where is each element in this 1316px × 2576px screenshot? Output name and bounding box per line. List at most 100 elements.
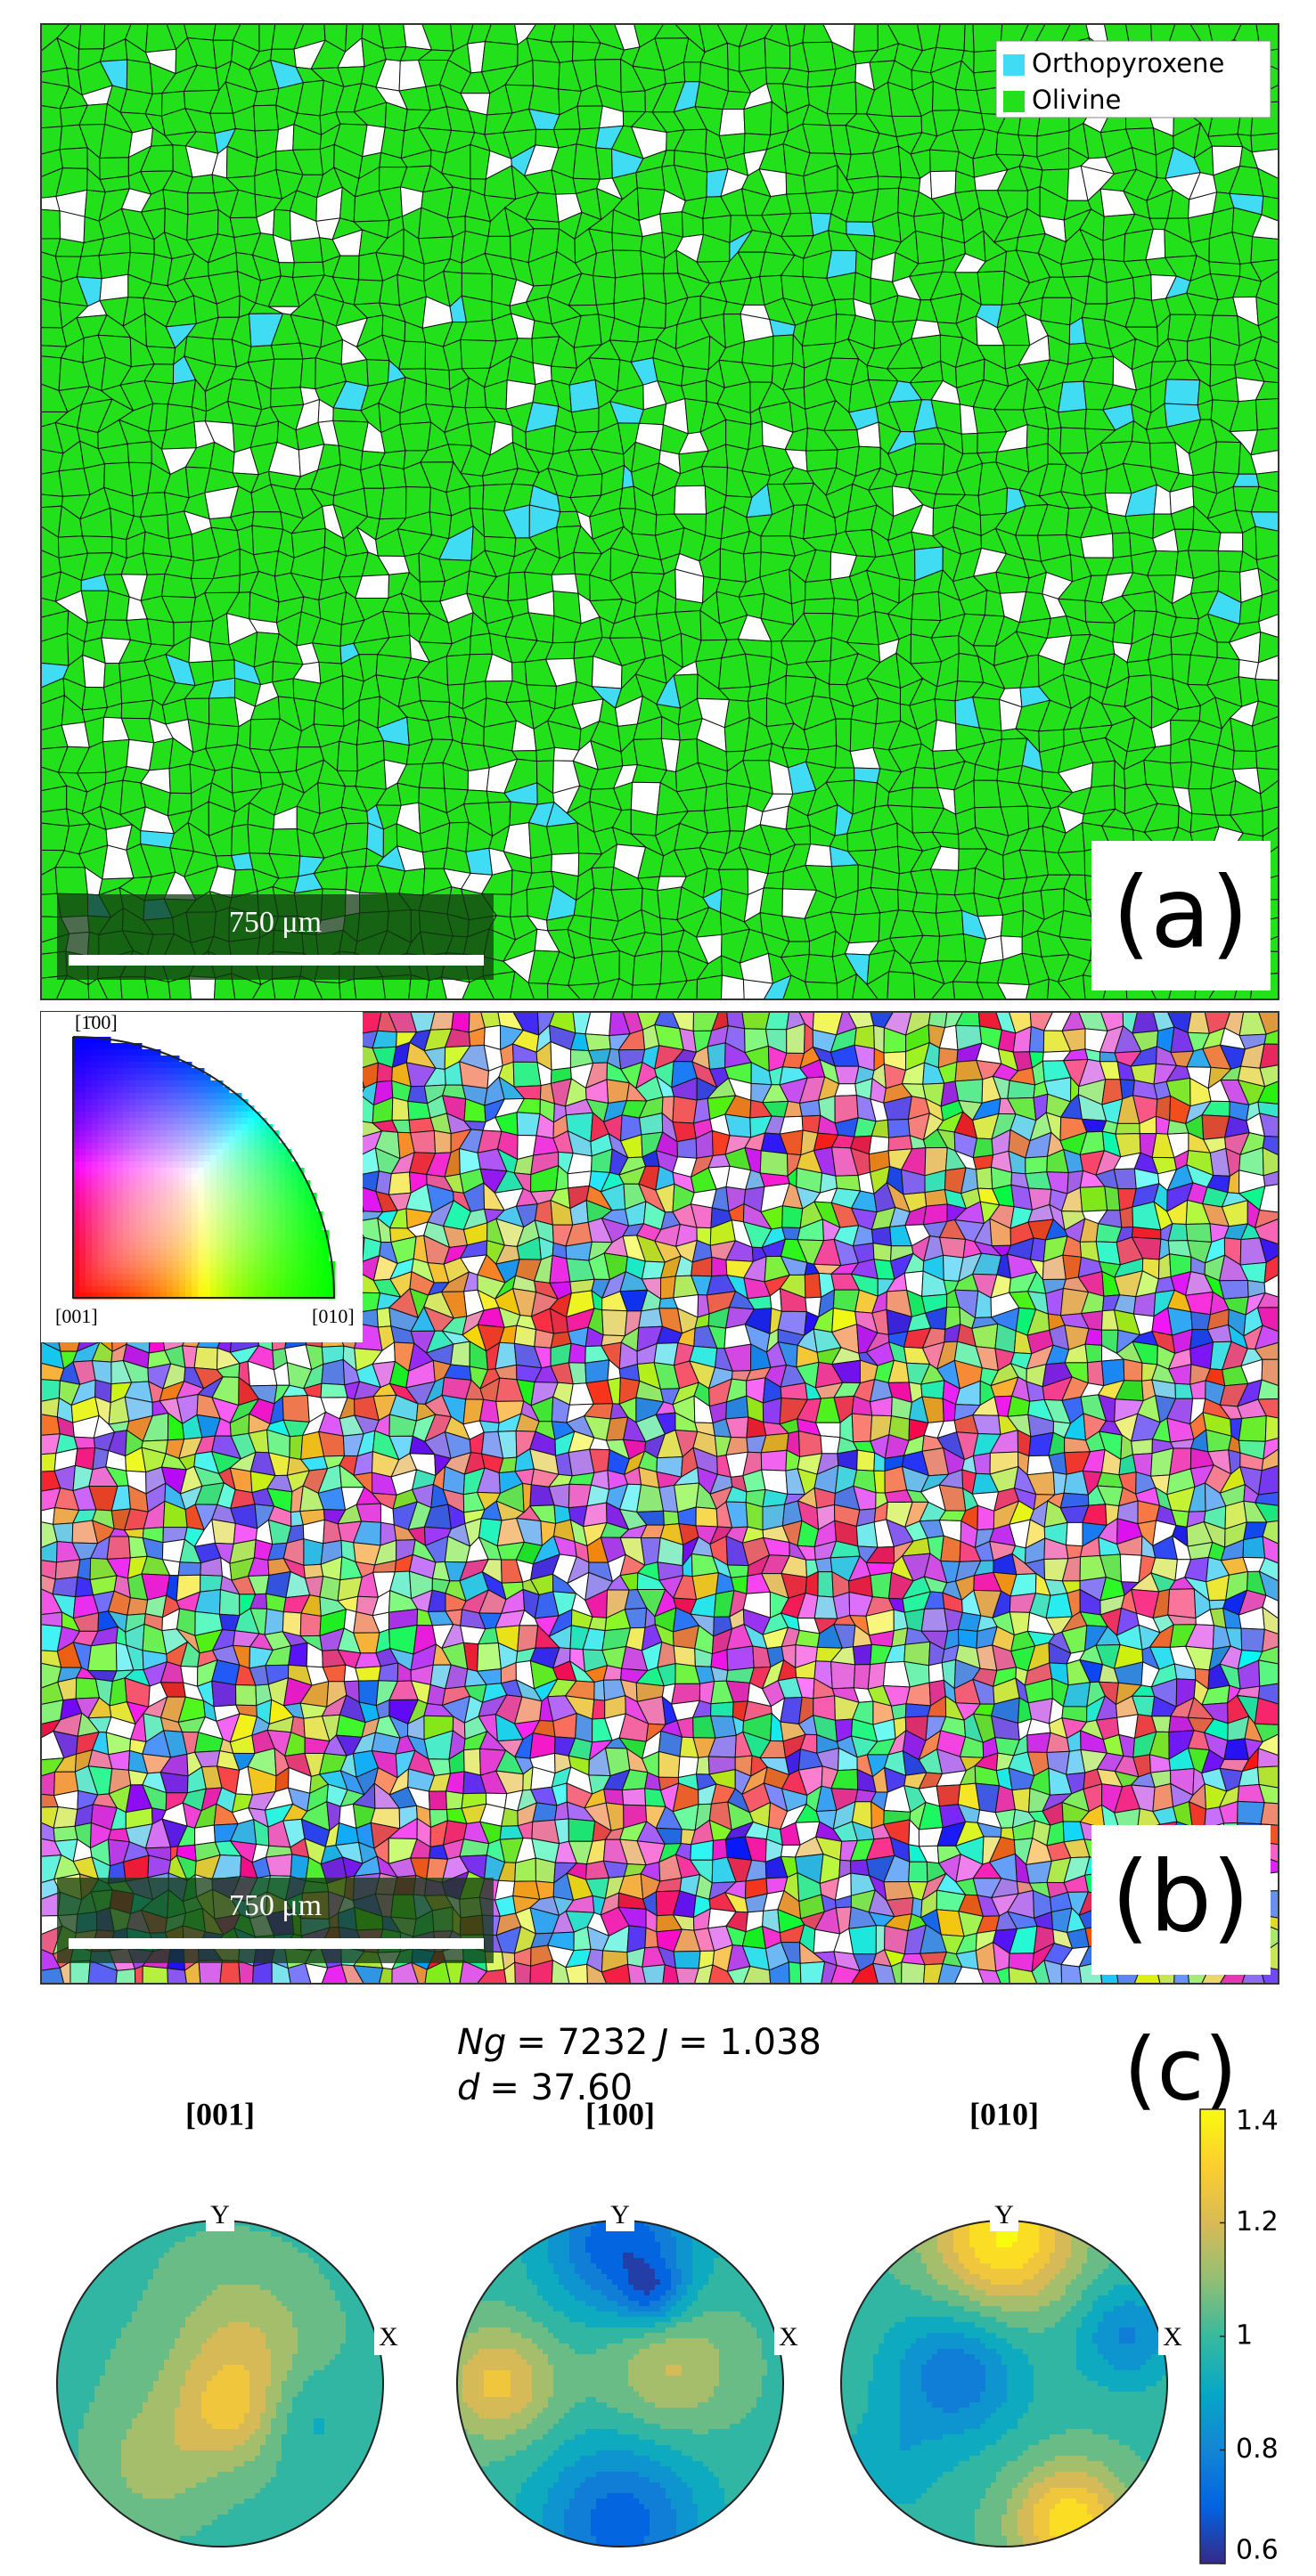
grain <box>870 1571 893 1600</box>
grain <box>804 1272 822 1299</box>
grain <box>711 1256 728 1277</box>
grain <box>772 334 794 367</box>
grain <box>81 686 108 711</box>
grain <box>971 1323 999 1349</box>
grain <box>399 421 432 452</box>
grain <box>507 571 528 602</box>
grain <box>1187 528 1222 552</box>
grain <box>418 762 445 789</box>
grain <box>469 632 494 656</box>
grain <box>1112 532 1132 558</box>
grain <box>638 1308 664 1328</box>
grain <box>516 1112 541 1137</box>
grain <box>168 763 192 795</box>
grain <box>1126 659 1152 678</box>
grain <box>1250 449 1279 475</box>
grain <box>932 719 958 752</box>
grain <box>960 432 978 455</box>
grain <box>726 42 740 73</box>
grain <box>781 1227 801 1241</box>
grain <box>1255 270 1279 306</box>
grain <box>270 342 304 360</box>
grain <box>672 1096 698 1124</box>
grain <box>814 1557 833 1573</box>
grain <box>290 237 323 264</box>
grain <box>127 441 152 464</box>
grain <box>1254 358 1279 384</box>
grain <box>954 1079 984 1104</box>
grain <box>446 821 470 852</box>
grain <box>1080 533 1114 558</box>
grain <box>1058 380 1087 413</box>
grain <box>1065 1521 1083 1547</box>
grain <box>1251 700 1279 727</box>
grain <box>601 1309 628 1337</box>
grain <box>1218 1279 1249 1300</box>
grain <box>366 359 390 387</box>
grain <box>467 767 490 792</box>
grain <box>76 255 102 280</box>
grain <box>1250 236 1279 264</box>
grain <box>1119 1553 1142 1584</box>
grain <box>762 1397 782 1425</box>
grain <box>1250 427 1279 456</box>
grain <box>618 485 637 509</box>
grain <box>856 1449 876 1471</box>
grain <box>591 866 615 891</box>
grain <box>1255 397 1279 431</box>
grain <box>887 971 916 999</box>
grain <box>1058 408 1087 429</box>
grain <box>1255 526 1279 561</box>
grain <box>1119 1206 1134 1228</box>
grain <box>759 1150 789 1177</box>
grain <box>1025 1155 1049 1175</box>
grain <box>1131 1439 1153 1455</box>
grain <box>1059 909 1093 942</box>
grain <box>1132 273 1153 301</box>
grain <box>379 485 407 520</box>
grain <box>834 1065 860 1085</box>
grain <box>1231 750 1258 770</box>
grain <box>146 618 175 647</box>
grain <box>1258 590 1279 623</box>
grain <box>41 208 61 240</box>
grain <box>568 379 600 413</box>
grain <box>409 1129 437 1154</box>
grain <box>567 1170 593 1189</box>
grain <box>744 653 772 688</box>
grain <box>936 933 967 962</box>
grain <box>972 1452 991 1475</box>
grain <box>303 1538 324 1566</box>
grain <box>1079 1186 1108 1212</box>
grain <box>570 407 600 434</box>
grain <box>532 59 560 90</box>
grain <box>1255 678 1279 708</box>
grain <box>1091 760 1116 788</box>
grain <box>1262 806 1279 837</box>
grain <box>703 807 731 834</box>
grain <box>460 319 497 342</box>
grain <box>674 485 707 515</box>
grain <box>59 147 88 169</box>
grain <box>1238 1414 1267 1442</box>
grain <box>797 1430 823 1458</box>
grain <box>584 1359 610 1384</box>
grain <box>429 1012 454 1031</box>
grain <box>1258 613 1279 639</box>
grain <box>1000 909 1025 938</box>
grain <box>433 1129 452 1154</box>
grain <box>278 262 295 279</box>
grain <box>218 1588 241 1617</box>
grain <box>1257 631 1279 664</box>
grain <box>289 1434 304 1461</box>
grain <box>804 981 838 999</box>
grain <box>911 591 942 622</box>
grain <box>936 24 966 52</box>
grain <box>676 1137 698 1159</box>
grain <box>396 782 421 806</box>
grain <box>1115 1122 1140 1135</box>
grain <box>805 953 838 984</box>
grain <box>849 718 877 753</box>
grain <box>928 149 960 173</box>
